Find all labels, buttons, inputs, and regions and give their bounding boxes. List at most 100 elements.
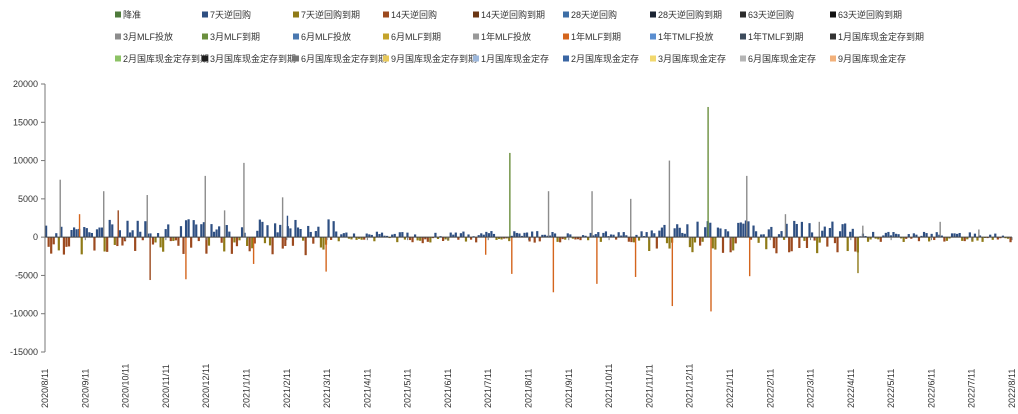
bar — [141, 237, 144, 241]
bar — [963, 237, 966, 242]
legend-swatch — [115, 55, 121, 62]
bar — [317, 226, 320, 238]
bar — [174, 237, 177, 241]
bar — [615, 237, 618, 240]
bar — [693, 237, 697, 243]
bar — [597, 232, 600, 238]
bar — [747, 221, 750, 238]
bar — [612, 234, 615, 238]
bar — [882, 235, 885, 238]
bar — [1004, 237, 1007, 239]
bar — [877, 237, 880, 240]
legend-swatch — [740, 11, 746, 18]
bar — [818, 237, 821, 243]
bar — [742, 223, 745, 238]
bar — [406, 232, 409, 238]
spike-bar — [59, 179, 61, 238]
bar — [630, 237, 633, 243]
bar — [518, 233, 521, 238]
bar — [640, 231, 643, 238]
bar — [632, 237, 636, 243]
bar — [218, 226, 221, 238]
y-tick-label: -5000 — [15, 270, 38, 280]
bar — [831, 221, 834, 238]
bar — [543, 234, 546, 238]
x-tick-label: 2021/7/11 — [483, 369, 493, 408]
x-tick-label: 2021/3/11 — [322, 369, 332, 408]
spike-bar — [325, 237, 327, 272]
bar — [123, 237, 127, 242]
bar — [902, 237, 905, 242]
bar — [510, 235, 513, 238]
bar — [907, 234, 910, 238]
x-tick-label: 2022/1/11 — [725, 369, 735, 408]
bar — [492, 233, 496, 238]
bar — [230, 237, 233, 254]
legend-swatch — [473, 11, 479, 18]
bar — [994, 233, 997, 238]
bar — [365, 233, 368, 238]
bar — [754, 231, 758, 238]
bar — [98, 227, 101, 238]
bar — [426, 237, 429, 242]
bar — [296, 227, 300, 238]
spike-bar — [146, 195, 148, 238]
bar — [564, 237, 567, 240]
bar — [762, 234, 765, 238]
bar — [197, 237, 200, 242]
bar — [800, 221, 803, 238]
bar — [291, 237, 295, 246]
bar — [541, 234, 544, 238]
bar — [810, 232, 814, 238]
legend-label: 2月国库现金定存 — [571, 53, 639, 64]
bar — [607, 236, 610, 238]
legend-swatch — [202, 11, 208, 18]
legend-label: 6月国库现金定存 — [748, 53, 816, 64]
spike-bar — [746, 175, 748, 238]
legend-label: 6月MLF投放 — [301, 31, 351, 42]
bar — [482, 234, 485, 238]
bar — [785, 223, 788, 238]
bar — [645, 232, 648, 238]
legend-swatch — [830, 55, 836, 62]
bar — [378, 234, 381, 238]
bar — [332, 221, 335, 238]
spike-bar — [511, 237, 513, 274]
bar — [531, 231, 534, 238]
bar — [401, 232, 404, 238]
bar — [513, 231, 516, 238]
bar — [373, 237, 376, 242]
bar — [462, 231, 465, 238]
legend-label: 3月MLF投放 — [123, 31, 173, 42]
y-tick-label: 20000 — [13, 79, 38, 89]
bar — [200, 224, 203, 238]
bar — [444, 237, 447, 240]
bar — [380, 232, 384, 238]
spike-bar — [103, 191, 105, 238]
bar — [370, 234, 373, 238]
bar — [851, 228, 854, 238]
bar — [917, 237, 921, 242]
bar — [996, 237, 999, 240]
bar — [971, 237, 974, 242]
bar — [368, 234, 371, 238]
bar — [487, 233, 490, 238]
spike-bar — [252, 237, 255, 264]
bar — [475, 237, 478, 243]
x-tick-label: 2022/2/11 — [765, 369, 775, 408]
bar — [813, 237, 816, 241]
spike-bar — [509, 152, 511, 238]
bar — [363, 237, 366, 240]
bar — [579, 237, 582, 241]
x-tick-label: 2022/5/11 — [886, 369, 896, 408]
bar — [235, 237, 239, 247]
x-tick-label: 2022/4/11 — [846, 369, 856, 408]
bar — [449, 232, 452, 238]
bar — [673, 228, 676, 238]
bar — [136, 220, 139, 238]
bar — [653, 233, 656, 238]
spike-bar — [117, 210, 119, 238]
legend-label: 7天逆回购到期 — [301, 9, 360, 20]
bar — [195, 224, 198, 238]
bar — [772, 237, 775, 249]
